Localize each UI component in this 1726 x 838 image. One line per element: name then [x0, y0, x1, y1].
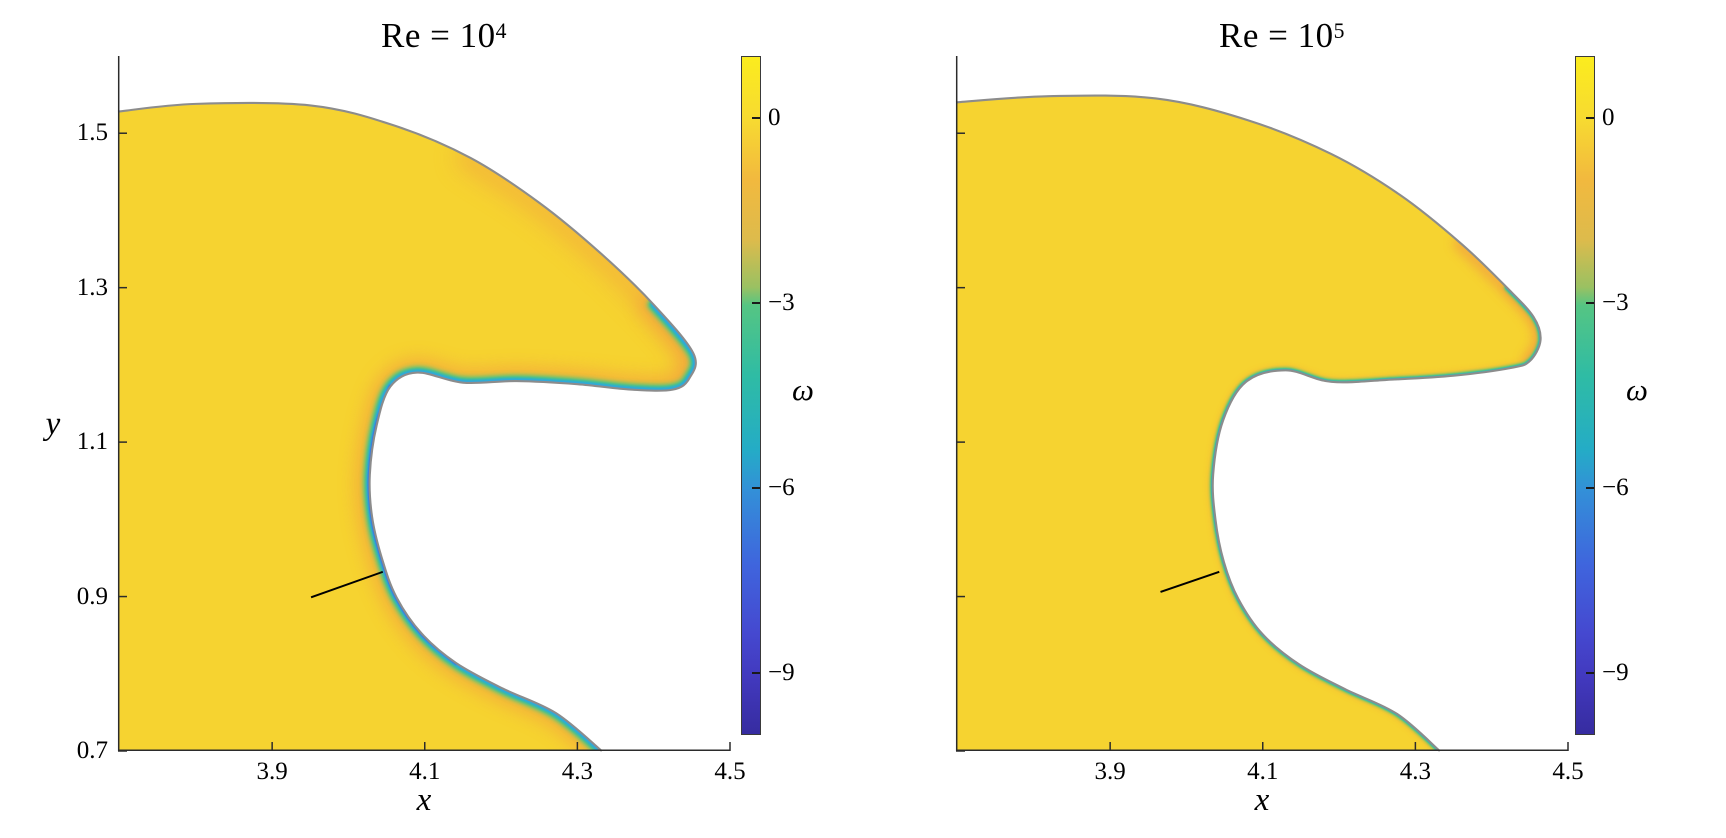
- x-tick-label: 4.1: [1247, 758, 1279, 785]
- x-tick-label: 4.3: [1399, 758, 1431, 785]
- colorbar-label-omega-right: ω: [1626, 372, 1648, 407]
- colorbar-tick-mark: [1586, 672, 1594, 675]
- colorbar-tick-label: −3: [1602, 288, 1629, 316]
- vorticity-plot-re1e4: [117, 56, 731, 752]
- vorticity-plot-re1e5: [955, 56, 1569, 752]
- y-tick-label: 0.7: [76, 737, 108, 764]
- panel-title-re1e4: Re = 104: [138, 16, 750, 56]
- colorbar-tick-label: −9: [1602, 659, 1629, 687]
- colorbar-tick-label: −6: [1602, 474, 1629, 502]
- liquid-region: [956, 95, 1541, 752]
- y-axis-label: y: [45, 406, 61, 442]
- colorbar-tick-label: 0: [768, 103, 781, 131]
- colorbar-tick-mark: [752, 301, 760, 304]
- colorbar-tick-label: −3: [768, 288, 795, 316]
- x-tick-label: 4.3: [561, 758, 593, 785]
- title-base: Re = 10: [381, 16, 496, 55]
- colorbar-tick-label: −9: [768, 659, 795, 687]
- colorbar-tick-label: 0: [1602, 103, 1615, 131]
- colorbar-re1e5: [1575, 56, 1595, 735]
- colorbar-tick-label: −6: [768, 474, 795, 502]
- y-tick-label: 0.9: [76, 582, 108, 610]
- colorbar-re1e4: [741, 56, 761, 735]
- x-tick-label: 4.1: [409, 758, 441, 785]
- colorbar-tick-mark: [1586, 487, 1594, 490]
- y-tick-label: 1.5: [76, 119, 108, 147]
- title-base: Re = 10: [1219, 16, 1334, 55]
- colorbar-tick-mark: [1586, 116, 1594, 119]
- x-tick-label: 4.5: [714, 758, 746, 785]
- liquid-region: [118, 102, 696, 751]
- colorbar-tick-mark: [752, 672, 760, 675]
- colorbar-gradient: [742, 57, 760, 734]
- x-tick-label: 3.9: [1094, 758, 1126, 785]
- title-exponent: 4: [495, 19, 507, 43]
- x-tick-label: 4.5: [1552, 758, 1584, 785]
- interface-probe-line: [1160, 570, 1220, 593]
- x-tick-label: 3.9: [256, 758, 288, 785]
- y-tick-label: 1.1: [76, 428, 108, 456]
- title-exponent: 5: [1333, 19, 1345, 43]
- interface-probe-line: [310, 570, 384, 599]
- colorbar-tick-mark: [752, 116, 760, 119]
- y-tick-label: 1.3: [76, 273, 108, 301]
- free-surface-line: [955, 94, 1542, 752]
- x-axis-label-right: x: [1254, 782, 1270, 818]
- panel-title-re1e5: Re = 105: [976, 16, 1588, 56]
- colorbar-tick-mark: [1586, 301, 1594, 304]
- colorbar-label-omega-left: ω: [792, 372, 814, 407]
- colorbar-tick-mark: [752, 487, 760, 490]
- free-surface-line: [117, 101, 697, 752]
- x-axis-label-left: x: [416, 782, 432, 818]
- colorbar-gradient: [1576, 57, 1594, 734]
